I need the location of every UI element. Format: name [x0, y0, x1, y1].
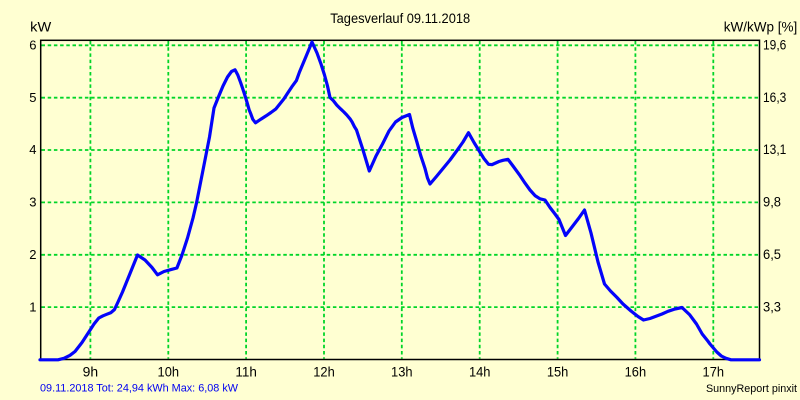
svg-text:09.11.2018 Tot: 24,94 kWh Max:: 09.11.2018 Tot: 24,94 kWh Max: 6,08 kW — [40, 383, 239, 395]
svg-text:10h: 10h — [158, 364, 180, 380]
svg-text:4: 4 — [29, 142, 36, 157]
svg-text:13,1: 13,1 — [763, 141, 786, 157]
svg-text:13h: 13h — [391, 364, 413, 380]
svg-text:1: 1 — [29, 299, 36, 314]
svg-text:Tagesverlauf 09.11.2018: Tagesverlauf 09.11.2018 — [330, 11, 470, 26]
svg-text:SunnyReport pinxit: SunnyReport pinxit — [706, 383, 797, 395]
svg-text:16,3: 16,3 — [763, 89, 786, 105]
svg-text:12h: 12h — [313, 364, 335, 380]
svg-text:17h: 17h — [703, 364, 725, 380]
svg-text:3: 3 — [29, 195, 36, 210]
svg-text:14h: 14h — [469, 364, 491, 380]
svg-text:3,3: 3,3 — [763, 298, 781, 314]
svg-text:5: 5 — [29, 90, 36, 105]
svg-text:16h: 16h — [625, 364, 647, 380]
svg-text:9,8: 9,8 — [763, 194, 781, 210]
svg-text:19,6: 19,6 — [763, 37, 786, 53]
svg-text:15h: 15h — [547, 364, 569, 380]
svg-text:6,5: 6,5 — [763, 246, 781, 262]
svg-text:kW/kWp [%]: kW/kWp [%] — [724, 20, 798, 35]
svg-text:2: 2 — [29, 247, 36, 262]
svg-text:9h: 9h — [83, 364, 99, 380]
svg-text:6: 6 — [29, 38, 36, 53]
svg-text:kW: kW — [30, 20, 51, 35]
svg-text:11h: 11h — [235, 364, 257, 380]
